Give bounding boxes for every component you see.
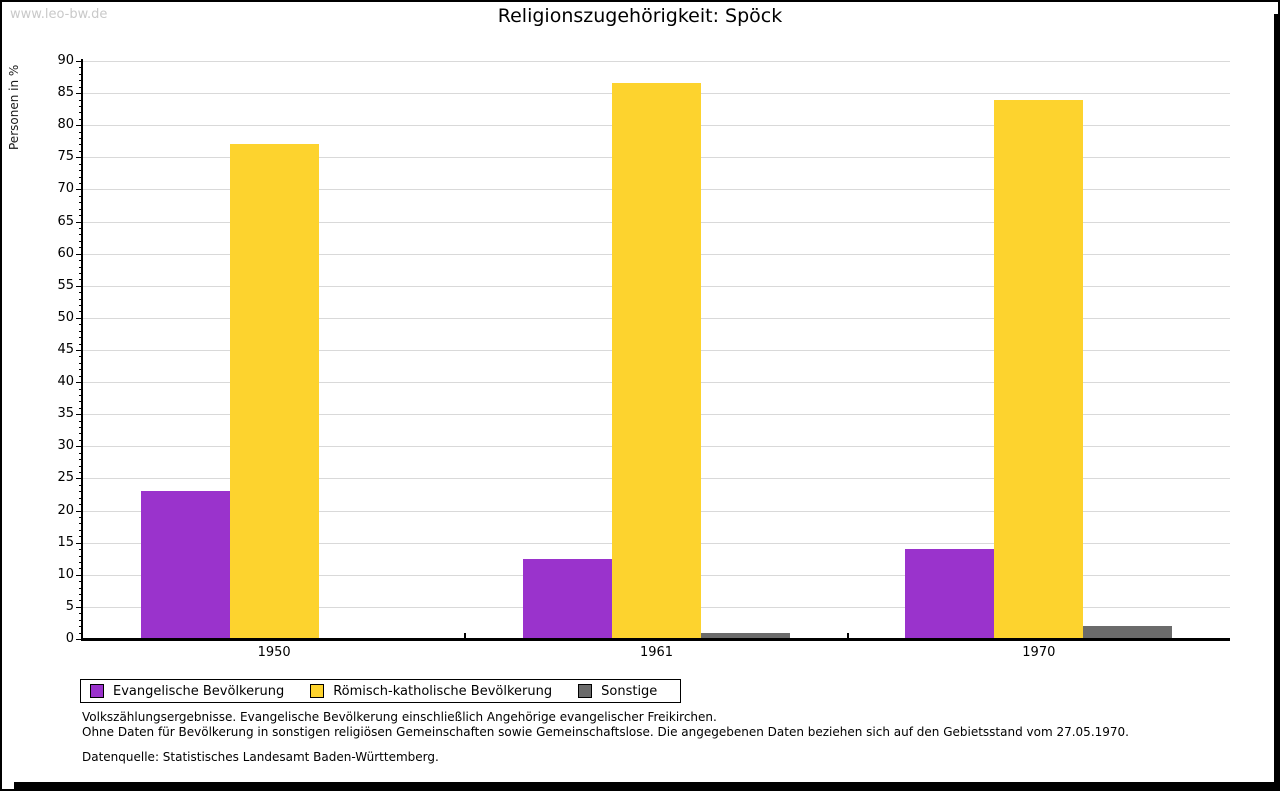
- footnote-source: Datenquelle: Statistisches Landesamt Bad…: [82, 750, 439, 764]
- bar-sonstige-1961: [701, 632, 790, 639]
- legend-item-evangelische-bev-lkerung: Evangelische Bevölkerung: [90, 684, 284, 699]
- y-major-tick: [76, 542, 83, 544]
- legend: Evangelische Bevölkerung Römisch-katholis…: [80, 679, 681, 703]
- bar-sonstige-1970: [1083, 626, 1173, 639]
- x-tick-label: 1961: [639, 645, 674, 660]
- x-tick-label: 1970: [1022, 645, 1056, 660]
- gridline: [83, 61, 1230, 62]
- y-major-tick: [76, 382, 83, 384]
- y-major-tick: [76, 93, 83, 95]
- y-major-tick: [76, 253, 83, 255]
- y-major-tick: [76, 606, 83, 608]
- chart-title: Religionszugehörigkeit: Spöck: [497, 5, 783, 27]
- footnotes: Volkszählungsergebnisse. Evangelische Be…: [82, 710, 1129, 765]
- x-axis-line: [81, 638, 1230, 641]
- legend-swatch-icon: [90, 684, 104, 698]
- y-major-tick: [76, 574, 83, 576]
- bar-evangelische-bev-lkerung-1970: [905, 549, 995, 639]
- legend-swatch-icon: [310, 684, 325, 698]
- y-tick-label: 70: [57, 181, 74, 197]
- y-tick-label: 30: [57, 438, 74, 454]
- footnote-line-1: Volkszählungsergebnisse. Evangelische Be…: [82, 710, 717, 724]
- x-tick-label: 1950: [257, 645, 291, 660]
- x-boundary-tick: [846, 633, 849, 639]
- y-major-tick: [76, 157, 83, 159]
- footnote-line-2: Ohne Daten für Bevölkerung in sonstigen …: [82, 724, 1129, 739]
- y-tick-label: 35: [57, 406, 74, 422]
- legend-label: Römisch-katholische Bevölkerung: [333, 683, 553, 699]
- y-tick-label: 45: [57, 342, 74, 357]
- y-major-tick: [76, 446, 83, 448]
- y-tick-label: 0: [65, 631, 74, 646]
- legend-label: Evangelische Bevölkerung: [113, 683, 285, 699]
- bar-evangelische-bev-lkerung-1961: [523, 558, 612, 639]
- y-tick-label: 25: [57, 470, 74, 486]
- y-tick-label: 80: [57, 117, 74, 133]
- y-tick-label: 55: [57, 277, 74, 293]
- frame-shadow-right: [1274, 14, 1278, 789]
- y-major-tick: [76, 639, 83, 640]
- y-axis-title: Personen in %: [7, 64, 21, 150]
- bar-r-misch-katholische-bev-lkerung-1961: [612, 83, 701, 639]
- y-tick-label: 10: [57, 566, 74, 582]
- bar-r-misch-katholische-bev-lkerung-1950: [229, 144, 319, 639]
- y-tick-label: 65: [57, 213, 74, 229]
- legend-label: Sonstige: [601, 683, 658, 699]
- legend-item-sonstige: Sonstige: [578, 684, 657, 699]
- y-tick-label: 85: [57, 85, 74, 101]
- y-major-tick: [76, 221, 83, 223]
- y-major-tick: [76, 317, 83, 319]
- y-major-tick: [76, 414, 83, 416]
- y-axis-line: [81, 59, 83, 641]
- y-major-tick: [76, 478, 83, 480]
- y-tick-label: 15: [57, 534, 74, 550]
- bar-evangelische-bev-lkerung-1950: [140, 491, 230, 639]
- y-tick-label: 90: [57, 53, 74, 68]
- y-major-tick: [76, 125, 83, 127]
- y-major-tick: [76, 189, 83, 191]
- y-major-tick: [76, 510, 83, 512]
- bar-r-misch-katholische-bev-lkerung-1970: [994, 99, 1084, 639]
- y-major-tick: [76, 350, 83, 351]
- legend-item-r-misch-katholische-bev-lkerung: Römisch-katholische Bevölkerung: [310, 684, 552, 699]
- y-major-tick: [76, 285, 83, 287]
- x-boundary-tick: [464, 633, 467, 639]
- y-tick-label: 75: [57, 149, 74, 165]
- y-tick-label: 60: [57, 245, 74, 261]
- legend-swatch-icon: [578, 684, 593, 698]
- y-tick-label: 20: [57, 502, 74, 518]
- y-tick-label: 50: [57, 309, 74, 325]
- frame-shadow-bottom: [14, 782, 1278, 789]
- y-tick-label: 5: [65, 598, 74, 614]
- y-major-tick: [76, 61, 83, 62]
- watermark: www.leo-bw.de: [10, 7, 108, 22]
- y-tick-label: 40: [57, 374, 74, 390]
